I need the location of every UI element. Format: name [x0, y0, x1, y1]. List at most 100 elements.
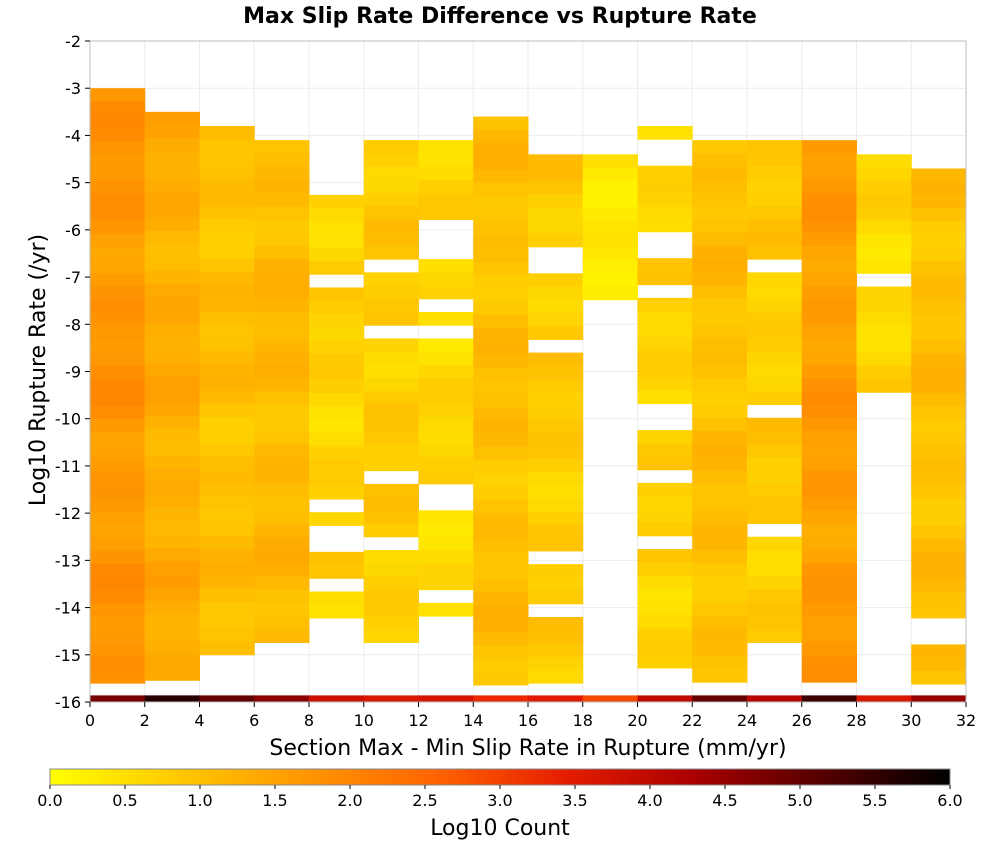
heatmap-cell — [582, 193, 638, 208]
heatmap-cell — [144, 548, 200, 562]
heatmap-cell — [692, 364, 748, 379]
heatmap-cell — [363, 444, 419, 458]
heatmap-cell — [90, 471, 146, 486]
heatmap-cell-bottom — [528, 695, 584, 702]
heatmap-cell — [747, 483, 803, 498]
heatmap-cell — [801, 193, 857, 207]
heatmap-cell — [199, 258, 255, 272]
heatmap-cell — [254, 404, 310, 419]
heatmap-cell — [637, 430, 693, 444]
heatmap-cell — [747, 563, 803, 577]
y-tick-label: -8 — [65, 315, 81, 334]
heatmap-cell — [144, 521, 200, 536]
heatmap-cell-bottom — [911, 695, 967, 702]
heatmap-cell — [528, 630, 584, 644]
heatmap-cell — [309, 327, 365, 341]
heatmap-cell — [911, 644, 967, 659]
heatmap-cell — [144, 191, 200, 205]
heatmap-cell — [911, 512, 967, 526]
heatmap-cell — [856, 180, 912, 195]
heatmap-cell — [418, 272, 474, 287]
heatmap-cell — [637, 601, 693, 616]
heatmap-cell — [911, 168, 967, 183]
heatmap-cell — [144, 614, 200, 628]
heatmap-cell — [473, 526, 529, 541]
heatmap-cell — [199, 390, 255, 405]
heatmap-cell — [199, 562, 255, 576]
heatmap-cell — [856, 299, 912, 314]
heatmap-cell — [473, 605, 529, 620]
heatmap-cell — [692, 616, 748, 630]
heatmap-cell — [418, 338, 474, 353]
heatmap-cell — [199, 139, 255, 153]
heatmap-cell — [747, 378, 803, 392]
heatmap-cell-bottom — [801, 695, 857, 702]
heatmap-cell — [144, 402, 200, 417]
heatmap-cell — [309, 234, 365, 249]
colorbar-tick-label: 0.5 — [112, 791, 137, 810]
heatmap-cell — [199, 337, 255, 352]
heatmap-cell — [801, 576, 857, 591]
heatmap-cell — [801, 602, 857, 617]
heatmap-cell — [144, 257, 200, 271]
heatmap-cell — [90, 630, 146, 644]
heatmap-cell — [309, 432, 365, 447]
heatmap-cell — [801, 655, 857, 670]
heatmap-cell — [582, 180, 638, 195]
heatmap-cell — [309, 565, 365, 579]
heatmap-cell — [637, 562, 693, 576]
heatmap-cell — [473, 658, 529, 673]
heatmap-cell — [254, 338, 310, 353]
heatmap-cell — [254, 232, 310, 247]
heatmap-cell — [418, 391, 474, 406]
heatmap-cell — [801, 668, 857, 683]
heatmap-cell — [911, 498, 967, 513]
heatmap-cell — [90, 88, 146, 102]
heatmap-cell — [528, 537, 584, 552]
heatmap-cell — [801, 285, 857, 300]
x-tick-label: 16 — [518, 711, 538, 730]
heatmap-cell — [363, 576, 419, 591]
heatmap-cell — [911, 485, 967, 500]
heatmap-cell — [911, 379, 967, 394]
heatmap-cell — [90, 643, 146, 658]
heatmap-cell — [473, 235, 529, 250]
heatmap-cell — [473, 354, 529, 369]
heatmap-cell — [856, 220, 912, 235]
heatmap-cell — [418, 378, 474, 392]
heatmap-cell — [747, 430, 803, 445]
heatmap-cell — [254, 351, 310, 366]
colorbar-tick-label: 4.5 — [712, 791, 737, 810]
heatmap-cell — [418, 457, 474, 472]
heatmap-cell — [418, 179, 474, 194]
heatmap-cell — [144, 138, 200, 152]
heatmap-cell — [692, 668, 748, 683]
heatmap-cell — [363, 338, 419, 353]
colorbar-tick-label: 3.0 — [487, 791, 512, 810]
heatmap-cell — [418, 259, 474, 273]
heatmap-cell — [418, 430, 474, 445]
heatmap-cell — [90, 617, 146, 631]
heatmap-cell — [309, 247, 365, 262]
heatmap-cell — [911, 604, 967, 619]
heatmap-cell — [801, 563, 857, 577]
y-tick-label: -9 — [65, 363, 81, 382]
heatmap-cell — [254, 153, 310, 168]
heatmap-cell — [90, 524, 146, 539]
heatmap-cell — [747, 232, 803, 247]
heatmap-cell — [199, 601, 255, 616]
heatmap-cell — [528, 405, 584, 420]
colorbar-tick-label: 2.0 — [337, 791, 362, 810]
heatmap-cell-bottom — [582, 695, 638, 702]
heatmap-cell — [801, 338, 857, 353]
y-tick-label: -16 — [55, 693, 81, 712]
heatmap-cell — [911, 670, 967, 685]
x-tick-label: 18 — [573, 711, 593, 730]
heatmap-cell — [856, 207, 912, 221]
heatmap-cell — [90, 669, 146, 684]
heatmap-cell — [363, 563, 419, 577]
x-tick-label: 26 — [792, 711, 812, 730]
heatmap-cell — [144, 270, 200, 285]
heatmap-cell — [254, 259, 310, 273]
heatmap-cell — [637, 363, 693, 378]
